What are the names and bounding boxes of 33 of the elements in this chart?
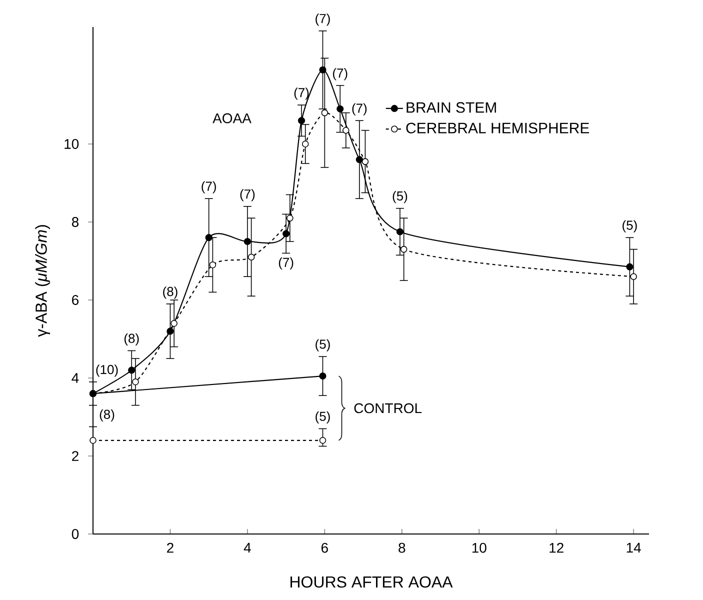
- annotation: (7): [240, 189, 255, 202]
- y-tick-label: 6: [72, 295, 79, 305]
- legend-label: BRAIN STEM: [406, 102, 496, 113]
- x-tick-label: 14: [626, 542, 641, 552]
- x-tick-label: 6: [321, 542, 328, 553]
- y-tick-label: 4: [72, 373, 79, 383]
- y-tick-label: 10: [64, 139, 79, 149]
- x-tick-label: 4: [244, 542, 251, 552]
- annotation: (7): [202, 181, 216, 194]
- legend-label: CEREBRAL HEMISPHERE: [406, 122, 590, 134]
- x-axis-title: HOURS AFTER AOAA: [290, 576, 453, 588]
- y-tick-label: 2: [72, 451, 78, 461]
- annotation: (7): [294, 88, 309, 100]
- annotation: (7): [316, 14, 330, 26]
- annotation: (5): [622, 220, 637, 232]
- y-tick-label: 0: [72, 529, 79, 539]
- x-tick-label: 8: [398, 542, 406, 553]
- annotation: (7): [278, 257, 294, 270]
- annotation: CONTROL: [354, 403, 422, 414]
- annotation: (7): [332, 68, 348, 80]
- annotation: (7): [352, 103, 367, 116]
- annotation: (5): [316, 339, 330, 352]
- annotation: (10): [96, 364, 118, 377]
- annotation: (5): [392, 191, 408, 204]
- annotation: AOAA: [212, 113, 252, 124]
- y-tick-label: 8: [72, 217, 79, 227]
- x-tick-label: 2: [167, 542, 174, 553]
- annotation: (8): [163, 286, 178, 299]
- x-tick-label: 10: [472, 542, 486, 553]
- annotation: (5): [316, 411, 330, 424]
- annotation: (8): [124, 333, 139, 346]
- annotation: (8): [100, 409, 114, 422]
- x-tick-label: 12: [550, 542, 564, 553]
